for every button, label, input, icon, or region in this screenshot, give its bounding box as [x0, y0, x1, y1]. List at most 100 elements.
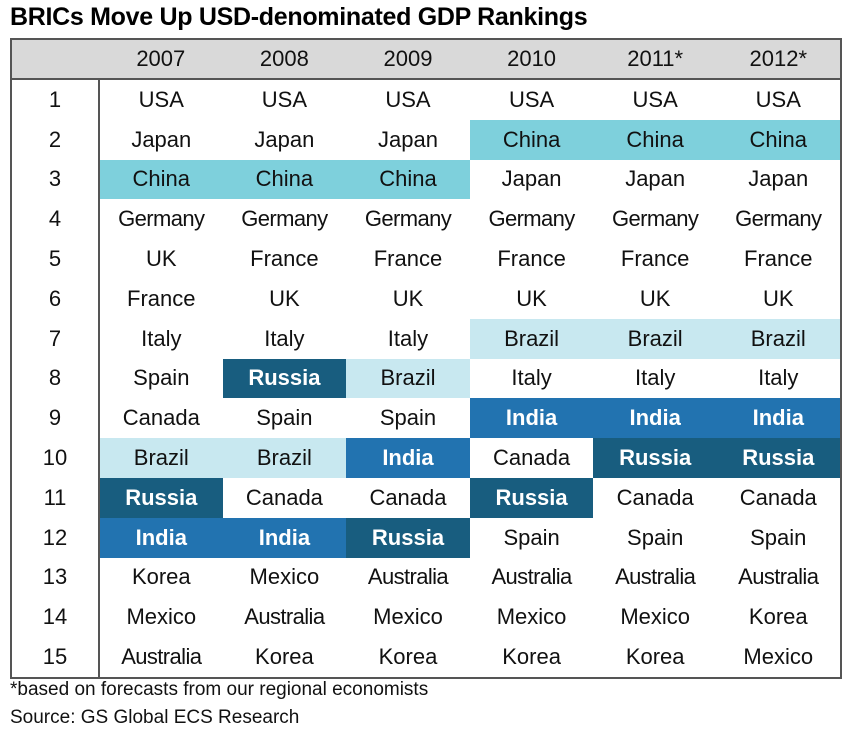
rank-cell: 12 [10, 517, 100, 558]
country-cell: Korea [469, 637, 594, 679]
country-cell: France [716, 239, 842, 279]
country-cell: Brazil [99, 438, 223, 478]
country-cell: Korea [346, 637, 470, 679]
rank-cell: 4 [10, 199, 100, 240]
country-cell: Korea [131, 564, 191, 590]
country-cell: Japan [131, 126, 192, 152]
country-cell: UK [392, 285, 424, 311]
rank-cell: 10 [10, 438, 100, 478]
country-cell: France [373, 246, 443, 272]
country-cell: Canada [369, 484, 447, 510]
table-row: 5 UK France France France France France [10, 239, 842, 279]
country-cell: Mexico [496, 604, 567, 630]
table-row: 3 China China China Japan Japan Japan [10, 159, 842, 200]
country-cell: Brazil [346, 358, 470, 399]
table-row: 10 Brazil Brazil India Canada Russia Russia [10, 438, 842, 478]
country-cell: Australia [716, 557, 842, 598]
country-cell: India [99, 517, 223, 558]
country-cell: USA [716, 79, 842, 120]
country-cell: Germany [241, 206, 328, 232]
header-rank-corner [10, 38, 99, 80]
country-cell: USA [508, 86, 555, 112]
table-row: 11 Russia Canada Canada Russia Canada Canada [10, 477, 842, 518]
country-cell: Australia [491, 564, 572, 590]
country-cell: France [497, 246, 566, 272]
country-cell: Canada [122, 405, 200, 431]
country-cell: Australia [99, 637, 223, 679]
column-header: 2012* [716, 38, 842, 80]
country-cell: Italy [387, 325, 429, 351]
country-cell: France [250, 246, 319, 272]
country-cell: UK [716, 278, 842, 319]
country-cell: Brazil [222, 438, 347, 478]
table-row: 8 Spain Russia Brazil Italy Italy Italy [10, 358, 842, 399]
country-cell: UK [639, 285, 671, 311]
rank-cell: 8 [10, 358, 100, 399]
table-row: 15 Australia Korea Korea Korea Korea Mexico [10, 637, 842, 679]
country-cell: Korea [593, 637, 717, 679]
table-row: 6 France UK UK UK UK UK [10, 278, 842, 319]
country-cell: Italy [716, 358, 842, 399]
country-cell: Japan [501, 166, 562, 192]
country-cell: Spain [133, 365, 190, 391]
country-cell: Spain [503, 524, 560, 550]
source-note: Source: GS Global ECS Research [10, 707, 300, 728]
country-cell: Canada [716, 477, 842, 518]
country-cell: Italy [264, 325, 305, 351]
country-cell: Australia [244, 604, 325, 630]
country-cell: Canada [493, 445, 571, 471]
country-cell: Italy [634, 365, 676, 391]
table-row: 7 Italy Italy Italy Brazil Brazil Brazil [10, 318, 842, 359]
rank-cell: 11 [10, 477, 100, 518]
column-header: 2009 [346, 38, 470, 80]
country-cell: India [593, 398, 717, 439]
table-row: 14 Mexico Australia Mexico Mexico Mexico Korea [10, 597, 842, 638]
country-cell: France [620, 246, 690, 272]
country-cell: Mexico [620, 604, 691, 630]
country-cell: Canada [616, 484, 694, 510]
rank-cell: 9 [10, 398, 100, 439]
column-header: 2007 [99, 38, 223, 80]
country-cell: China [716, 119, 842, 160]
rank-cell: 1 [10, 79, 100, 120]
country-cell: USA [385, 86, 431, 112]
rank-cell: 3 [10, 159, 100, 200]
country-cell: Brazil [593, 318, 717, 359]
country-cell: UK [269, 285, 300, 311]
country-cell: Russia [222, 358, 347, 399]
country-cell: UK [146, 246, 177, 272]
country-cell: Japan [254, 126, 315, 152]
table-row: 12 India India Russia Spain Spain Spain [10, 517, 842, 558]
gdp-rankings-table: 2007 2008 2009 2010 2011* 2012* 1 USA USA USA USA… [10, 38, 842, 679]
country-cell: Spain [627, 524, 684, 550]
country-cell: Russia [346, 517, 470, 558]
country-cell: Mexico [126, 604, 197, 630]
chart-title: BRICs Move Up USD-denominated GDP Rankin… [10, 3, 588, 31]
table-row: 2 Japan Japan Japan China China China [10, 119, 842, 160]
country-cell: China [99, 159, 223, 200]
country-cell: Spain [716, 517, 842, 558]
column-header: 2011* [593, 38, 717, 80]
country-cell: India [469, 398, 594, 439]
rank-cell: 5 [10, 239, 100, 279]
country-cell: India [346, 438, 470, 478]
rank-cell: 13 [10, 557, 100, 598]
country-cell: USA [138, 86, 184, 112]
country-cell: Japan [378, 126, 438, 152]
country-cell: Mexico [249, 564, 320, 590]
country-cell: USA [261, 86, 308, 112]
country-cell: Italy [511, 365, 552, 391]
country-cell: USA [632, 86, 678, 112]
country-cell: UK [516, 285, 547, 311]
country-cell: Mexico [373, 604, 443, 630]
country-cell: Germany [118, 206, 205, 232]
country-cell: Korea [222, 637, 347, 679]
table-row: 9 Canada Spain Spain India India India [10, 398, 842, 439]
country-cell: Mexico [716, 637, 842, 679]
country-cell: Australia [367, 564, 449, 590]
rank-cell: 2 [10, 119, 100, 160]
country-cell: Japan [625, 166, 686, 192]
country-cell: Russia [593, 438, 717, 478]
country-cell: Germany [364, 206, 452, 232]
country-cell: Brazil [469, 318, 594, 359]
